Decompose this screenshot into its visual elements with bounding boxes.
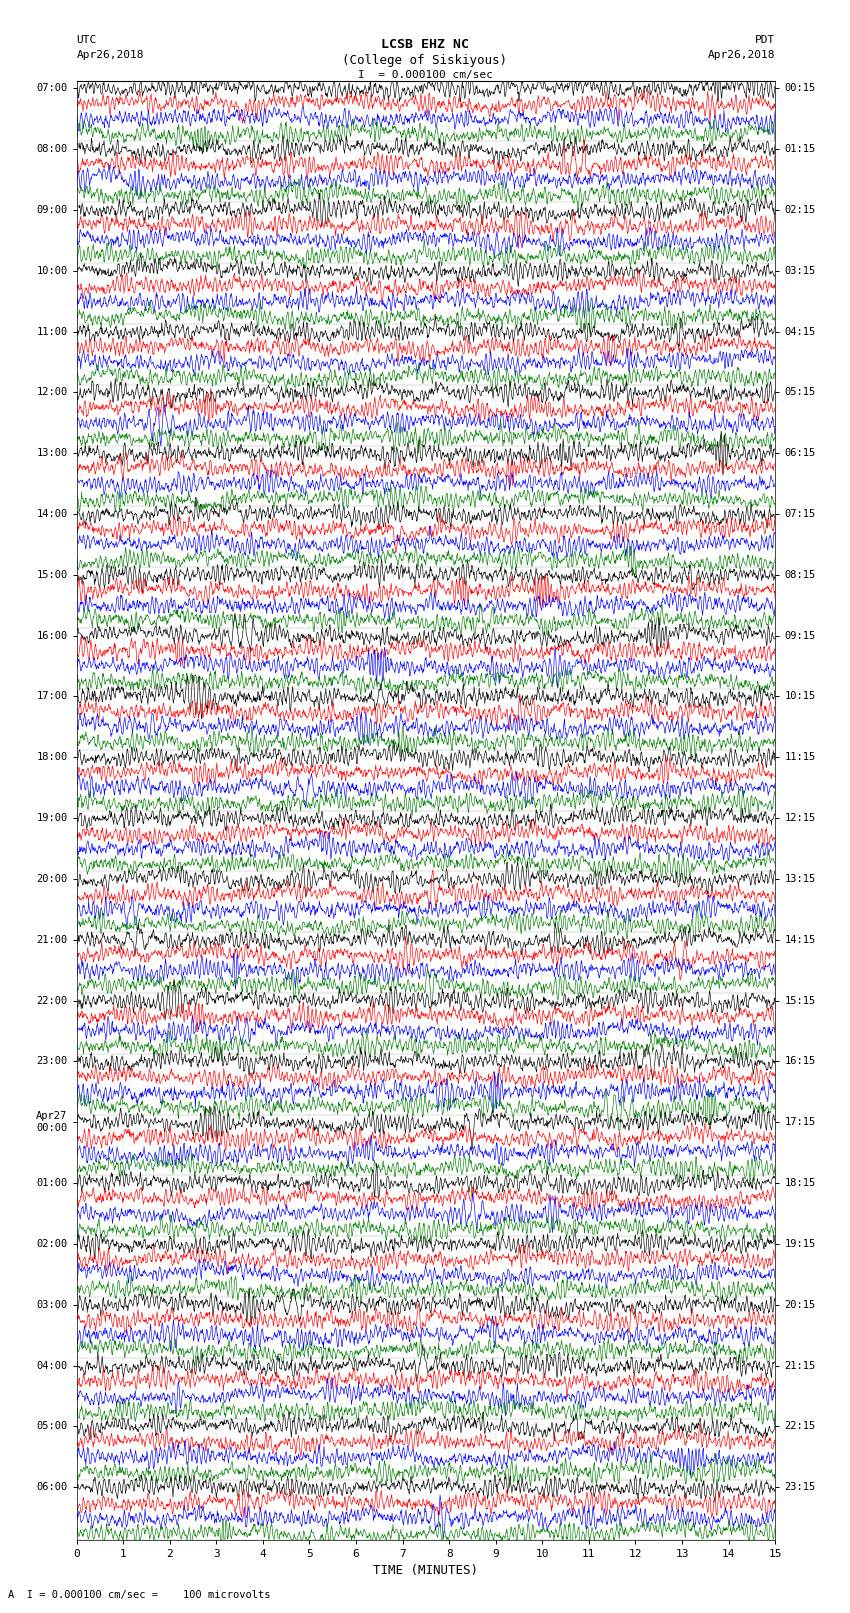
Text: Apr26,2018: Apr26,2018 (708, 50, 775, 60)
Text: (College of Siskiyous): (College of Siskiyous) (343, 53, 507, 68)
Text: PDT: PDT (755, 35, 775, 45)
Text: Apr26,2018: Apr26,2018 (76, 50, 144, 60)
X-axis label: TIME (MINUTES): TIME (MINUTES) (373, 1563, 479, 1576)
Text: I  = 0.000100 cm/sec: I = 0.000100 cm/sec (358, 71, 492, 81)
Text: UTC: UTC (76, 35, 97, 45)
Text: A  I = 0.000100 cm/sec =    100 microvolts: A I = 0.000100 cm/sec = 100 microvolts (8, 1590, 271, 1600)
Text: LCSB EHZ NC: LCSB EHZ NC (381, 37, 469, 52)
